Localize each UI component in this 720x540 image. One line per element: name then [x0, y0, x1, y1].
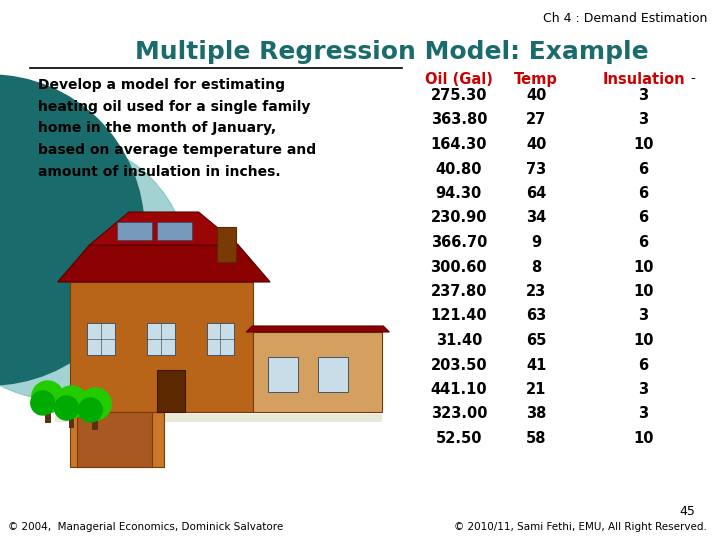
- Text: 38: 38: [526, 407, 546, 422]
- Circle shape: [55, 396, 78, 420]
- Text: Develop a model for estimating
heating oil used for a single family
home in the : Develop a model for estimating heating o…: [37, 78, 316, 179]
- Text: 94.30: 94.30: [436, 186, 482, 201]
- Text: 300.60: 300.60: [431, 260, 487, 274]
- FancyBboxPatch shape: [217, 227, 236, 262]
- Text: 45: 45: [680, 505, 696, 518]
- Text: 21: 21: [526, 382, 546, 397]
- Circle shape: [79, 388, 111, 420]
- FancyBboxPatch shape: [70, 282, 253, 412]
- FancyBboxPatch shape: [87, 323, 115, 355]
- Circle shape: [78, 398, 102, 422]
- Text: 73: 73: [526, 161, 546, 177]
- Polygon shape: [246, 326, 390, 332]
- Text: 323.00: 323.00: [431, 407, 487, 422]
- Circle shape: [32, 381, 63, 413]
- Text: 203.50: 203.50: [431, 357, 487, 373]
- Text: Insulation: Insulation: [602, 72, 685, 87]
- Text: -: -: [690, 72, 695, 85]
- Text: Multiple Regression Model: Example: Multiple Regression Model: Example: [135, 40, 649, 64]
- Text: © 2004,  Managerial Economics, Dominick Salvatore: © 2004, Managerial Economics, Dominick S…: [8, 522, 283, 532]
- Text: 3: 3: [639, 308, 649, 323]
- Text: 65: 65: [526, 333, 546, 348]
- Text: 3: 3: [639, 382, 649, 397]
- Text: 3: 3: [639, 407, 649, 422]
- Text: 3: 3: [639, 88, 649, 103]
- FancyBboxPatch shape: [253, 332, 382, 412]
- Text: 121.40: 121.40: [431, 308, 487, 323]
- Text: 3: 3: [639, 112, 649, 127]
- Text: 10: 10: [634, 431, 654, 446]
- Text: 9: 9: [531, 235, 541, 250]
- FancyBboxPatch shape: [157, 222, 192, 240]
- Text: 64: 64: [526, 186, 546, 201]
- Text: 27: 27: [526, 112, 546, 127]
- Text: 363.80: 363.80: [431, 112, 487, 127]
- Text: 10: 10: [634, 260, 654, 274]
- FancyBboxPatch shape: [318, 357, 348, 392]
- Text: 6: 6: [639, 357, 649, 373]
- Circle shape: [31, 391, 55, 415]
- Text: 237.80: 237.80: [431, 284, 487, 299]
- Text: 41: 41: [526, 357, 546, 373]
- Text: Oil (Gal): Oil (Gal): [425, 72, 492, 87]
- Text: 275.30: 275.30: [431, 88, 487, 103]
- FancyBboxPatch shape: [70, 412, 164, 467]
- Circle shape: [0, 75, 144, 385]
- FancyBboxPatch shape: [268, 357, 298, 392]
- Text: 58: 58: [526, 431, 546, 446]
- Text: Ch 4 : Demand Estimation: Ch 4 : Demand Estimation: [543, 12, 707, 25]
- Text: 40.80: 40.80: [436, 161, 482, 177]
- Text: 10: 10: [634, 333, 654, 348]
- Text: 40: 40: [526, 88, 546, 103]
- Polygon shape: [58, 245, 270, 282]
- Text: 6: 6: [639, 235, 649, 250]
- Polygon shape: [89, 212, 238, 245]
- Circle shape: [55, 386, 87, 418]
- Text: 63: 63: [526, 308, 546, 323]
- Circle shape: [0, 140, 189, 400]
- Text: 10: 10: [634, 137, 654, 152]
- Text: 31.40: 31.40: [436, 333, 482, 348]
- Text: 6: 6: [639, 211, 649, 226]
- FancyBboxPatch shape: [78, 412, 152, 467]
- Text: 230.90: 230.90: [431, 211, 487, 226]
- Text: 164.30: 164.30: [431, 137, 487, 152]
- Text: 6: 6: [639, 161, 649, 177]
- Text: 34: 34: [526, 211, 546, 226]
- FancyBboxPatch shape: [147, 323, 175, 355]
- FancyBboxPatch shape: [207, 323, 235, 355]
- Text: © 2010/11, Sami Fethi, EMU, All Right Reserved.: © 2010/11, Sami Fethi, EMU, All Right Re…: [454, 522, 707, 532]
- Text: 6: 6: [639, 186, 649, 201]
- FancyBboxPatch shape: [117, 222, 152, 240]
- Text: 23: 23: [526, 284, 546, 299]
- FancyBboxPatch shape: [68, 410, 74, 428]
- Text: 10: 10: [634, 284, 654, 299]
- FancyBboxPatch shape: [157, 370, 185, 412]
- Text: 40: 40: [526, 137, 546, 152]
- FancyBboxPatch shape: [55, 414, 382, 422]
- FancyBboxPatch shape: [92, 412, 99, 430]
- Text: Temp: Temp: [514, 72, 558, 87]
- Text: 52.50: 52.50: [436, 431, 482, 446]
- Text: 366.70: 366.70: [431, 235, 487, 250]
- Text: 8: 8: [531, 260, 541, 274]
- Text: 441.10: 441.10: [431, 382, 487, 397]
- FancyBboxPatch shape: [45, 405, 50, 423]
